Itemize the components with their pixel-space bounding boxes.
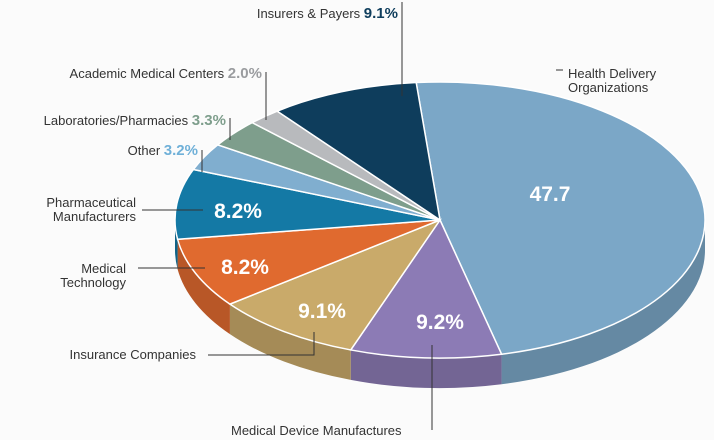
slice	[349, 218, 503, 359]
slice	[174, 168, 441, 241]
pie-sides	[175, 220, 705, 388]
category-name: Academic Medical Centers	[69, 66, 225, 81]
slice-label: Academic Medical Centers 2.0%	[69, 65, 262, 82]
value-label: 8.2%	[221, 256, 269, 279]
value-label: 47.7	[529, 183, 571, 206]
slice-label: Pharmaceutical Manufacturers	[26, 196, 136, 224]
category-name: Medical Device Manufactures	[231, 423, 402, 438]
category-name: Laboratories/Pharmacies	[43, 113, 189, 128]
slice-side	[177, 239, 230, 335]
value-label: 9.1%	[363, 5, 398, 22]
slice-label: Laboratories/Pharmacies 3.3%	[43, 112, 226, 129]
category-name: Medical Technology	[60, 261, 126, 290]
slice-side	[229, 304, 351, 380]
value-label: 9.1%	[298, 300, 346, 323]
slice-label: Insurance Companies	[70, 348, 196, 362]
slice-side	[350, 349, 502, 388]
category-name: Insurance Companies	[69, 347, 196, 362]
value-label: 3.2%	[163, 142, 198, 159]
leader-line	[208, 332, 315, 356]
value-label: 2.0%	[227, 65, 262, 82]
slice-label: Insurers & Payers 9.1%	[256, 5, 398, 22]
category-name: Insurers & Payers	[256, 6, 361, 21]
slice-side	[501, 220, 705, 385]
value-label: 3.3%	[191, 112, 226, 129]
value-label: 9.2%	[416, 311, 464, 334]
slice	[228, 218, 443, 351]
slice-label: Medical Technology	[46, 262, 126, 290]
category-name: Pharmaceutical Manufacturers	[46, 195, 136, 224]
value-label: 8.2%	[214, 200, 262, 223]
slice	[415, 81, 706, 356]
category-name: Other	[127, 143, 161, 158]
slice-label: Medical Device Manufactures	[231, 424, 402, 438]
slice-label: Health Delivery Organizations	[568, 67, 688, 95]
slice	[275, 81, 442, 222]
slice-label: Other 3.2%	[127, 142, 198, 159]
slice	[176, 219, 441, 305]
category-name: Health Delivery Organizations	[568, 66, 657, 95]
